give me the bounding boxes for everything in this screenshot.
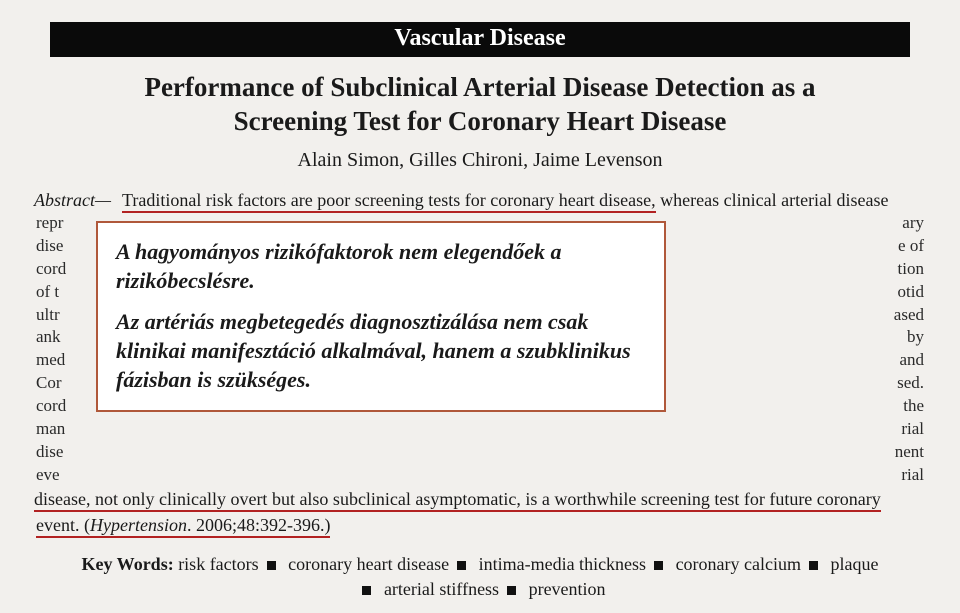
keywords-block: Key Words: risk factors coronary heart d… (32, 554, 928, 600)
citation-prefix: event. ( (36, 515, 90, 535)
obscured-right-fragment: rial (878, 418, 924, 441)
obscured-left-fragment: Cor (36, 372, 82, 395)
abstract-first-tail: whereas clinical arterial disease (656, 190, 889, 210)
obscured-left-fragment: cord (36, 395, 82, 418)
abstract-obscured-row: dise nent (34, 441, 926, 464)
keywords-label: Key Words: (82, 554, 174, 574)
abstract-label: Abstract— (34, 188, 122, 212)
obscured-right-fragment: rial (878, 464, 924, 487)
obscured-right-fragment: ased (878, 304, 924, 327)
keyword-separator-icon (267, 561, 276, 570)
citation-line: event. (Hypertension. 2006;48:392-396.) (36, 513, 924, 538)
obscured-left-fragment: cord (36, 258, 82, 281)
authors-line: Alain Simon, Gilles Chironi, Jaime Leven… (32, 149, 928, 172)
obscured-left-fragment: of t (36, 281, 82, 304)
abstract-obscured-row: eve rial (34, 464, 926, 487)
keyword-separator-icon (507, 586, 516, 595)
obscured-right-fragment: the (878, 395, 924, 418)
keywords-line1: Key Words: risk factors coronary heart d… (32, 554, 928, 575)
obscured-left-fragment: repr (36, 212, 82, 235)
kw-2: intima-media thickness (479, 554, 646, 574)
obscured-right-fragment: ary (878, 212, 924, 235)
paper-title: Performance of Subclinical Arterial Dise… (32, 71, 928, 139)
kw-4: plaque (831, 554, 879, 574)
obscured-right-fragment: tion (878, 258, 924, 281)
obscured-left-fragment: man (36, 418, 82, 441)
kw-0: risk factors (178, 554, 258, 574)
citation-journal: Hypertension (90, 515, 187, 535)
paper-title-line2: Screening Test for Coronary Heart Diseas… (234, 106, 727, 136)
keyword-separator-icon (654, 561, 663, 570)
obscured-left-fragment: dise (36, 441, 82, 464)
obscured-left-fragment: med (36, 349, 82, 372)
obscured-left-fragment: dise (36, 235, 82, 258)
obscured-right-fragment: by (878, 326, 924, 349)
annotation-callout-box: A hagyományos rizikófaktorok nem elegend… (96, 221, 666, 412)
kw-1: coronary heart disease (288, 554, 449, 574)
abstract-obscured-row: man rial (34, 418, 926, 441)
annotation-paragraph-2: Az artériás megbetegedés diagnosztizálás… (116, 307, 646, 394)
obscured-right-fragment: e of (878, 235, 924, 258)
abstract-tail-underlined: disease, not only clinically overt but a… (34, 489, 881, 512)
paper-title-line1: Performance of Subclinical Arterial Dise… (144, 72, 815, 102)
keyword-separator-icon (809, 561, 818, 570)
abstract-tail-line: disease, not only clinically overt but a… (34, 487, 926, 511)
obscured-right-fragment: and (878, 349, 924, 372)
keywords-line2: arterial stiffness prevention (32, 579, 928, 600)
annotation-paragraph-1: A hagyományos rizikófaktorok nem elegend… (116, 237, 646, 295)
keyword-separator-icon (457, 561, 466, 570)
obscured-right-fragment: otid (878, 281, 924, 304)
obscured-left-fragment: eve (36, 464, 82, 487)
keyword-separator-icon (362, 586, 371, 595)
kw-3: coronary calcium (676, 554, 801, 574)
abstract-underlined-sentence: Traditional risk factors are poor screen… (122, 190, 656, 213)
citation-rest: . 2006;48:392-396.) (187, 515, 331, 535)
obscured-right-fragment: sed. (878, 372, 924, 395)
abstract-first-line: Traditional risk factors are poor screen… (122, 188, 926, 212)
section-header-bar: Vascular Disease (50, 22, 910, 57)
kw-5: arterial stiffness (384, 579, 499, 599)
obscured-left-fragment: ank (36, 326, 82, 349)
obscured-left-fragment: ultr (36, 304, 82, 327)
obscured-right-fragment: nent (878, 441, 924, 464)
kw-6: prevention (529, 579, 606, 599)
